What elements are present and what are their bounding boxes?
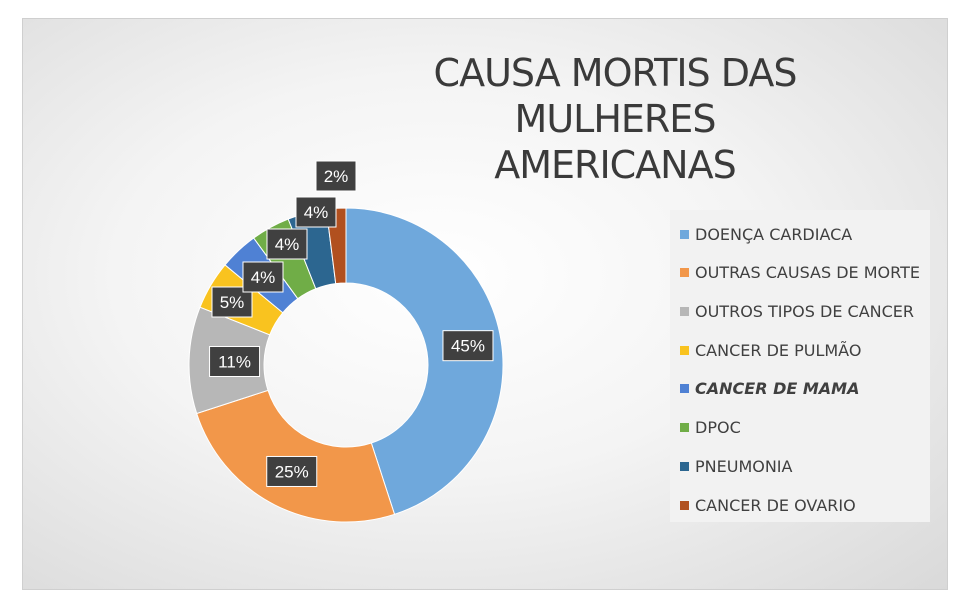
legend-swatch [680, 461, 689, 471]
chart-title-line-1: CAUSA MORTIS DAS MULHERES [433, 51, 798, 141]
data-label-2: 11% [209, 345, 261, 377]
data-label-text: 4% [275, 235, 300, 254]
data-label-box [442, 330, 494, 362]
legend-swatch [680, 500, 689, 510]
legend-item-cancer-ovario: CANCER DE OVARIO [680, 493, 856, 517]
legend-item-outros-tipos-cancer: OUTROS TIPOS DE CANCER [680, 299, 914, 323]
legend-label: OUTRAS CAUSAS DE MORTE [695, 262, 920, 282]
legend-swatch [680, 229, 689, 239]
data-label-text: 25% [275, 462, 309, 481]
data-label-6: 4% [295, 196, 337, 228]
data-label-box [295, 196, 337, 228]
data-label-box [242, 261, 284, 293]
data-label-0: 45% [442, 330, 494, 362]
legend-label: CANCER DE OVARIO [695, 495, 856, 515]
legend-item-cancer-pulmao: CANCER DE PULMÃO [680, 338, 861, 362]
data-label-box [266, 228, 308, 260]
data-label-text: 11% [218, 352, 251, 371]
legend-item-outras-causas: OUTRAS CAUSAS DE MORTE [680, 260, 920, 284]
legend-label: DPOC [695, 417, 741, 437]
legend-swatch [680, 422, 689, 432]
legend-item-dpoc: DPOC [680, 415, 741, 439]
data-label-box [266, 455, 318, 487]
legend-item-pneumonia: PNEUMONIA [680, 454, 792, 478]
data-label-text: 4% [304, 203, 329, 222]
chart-title-line-2: AMERICANAS [494, 143, 736, 187]
legend-swatch [680, 267, 689, 277]
legend-swatch [680, 306, 689, 316]
legend-label: CANCER DE PULMÃO [695, 340, 862, 360]
data-label-text: 5% [220, 293, 245, 312]
chart-title: CAUSA MORTIS DAS MULHERES AMERICANAS [345, 50, 885, 188]
data-label-text: 2% [324, 167, 349, 186]
legend-item-doenca-cardiaca: DOENÇA CARDIACA [680, 222, 852, 246]
legend-swatch [680, 345, 689, 355]
data-label-7: 2% [315, 160, 357, 192]
legend-label: DOENÇA CARDIACA [695, 224, 853, 244]
data-label-5: 4% [266, 228, 308, 260]
legend-label: OUTROS TIPOS DE CANCER [695, 301, 915, 321]
legend-item-cancer-mama: CANCER DE MAMA [680, 376, 859, 400]
data-label-1: 25% [266, 455, 318, 487]
legend-label: CANCER DE MAMA [695, 378, 860, 398]
data-label-text: 4% [251, 268, 276, 287]
data-label-box [209, 345, 261, 377]
data-label-text: 45% [451, 337, 485, 356]
data-label-4: 4% [242, 261, 284, 293]
chart-legend: DOENÇA CARDIACA OUTRAS CAUSAS DE MORTE O… [670, 210, 930, 522]
donut-slice-0 [345, 207, 504, 515]
legend-swatch [680, 383, 689, 393]
legend-label: PNEUMONIA [695, 456, 793, 476]
data-label-box [315, 160, 357, 192]
